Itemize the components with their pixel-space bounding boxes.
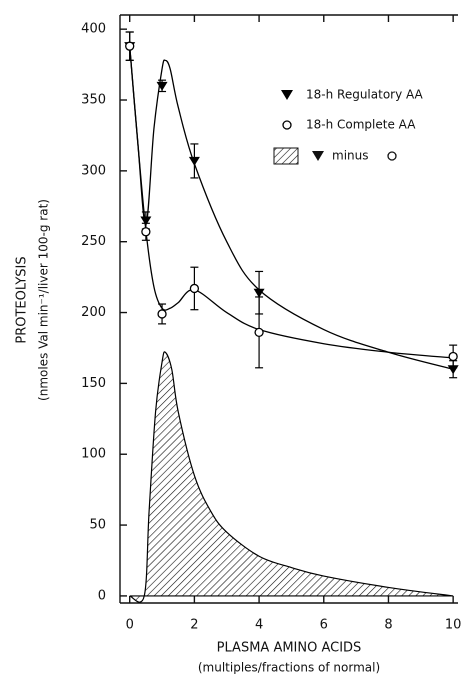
x-tick-label: 10 xyxy=(445,618,462,633)
y-tick-label: 100 xyxy=(81,447,106,462)
x-tick-label: 6 xyxy=(320,618,328,633)
legend-symbol xyxy=(282,120,292,130)
point xyxy=(188,156,200,166)
x-tick-label: 0 xyxy=(126,618,134,633)
y-tick-label: 200 xyxy=(81,305,106,320)
y-tick-label: 250 xyxy=(81,234,106,249)
x-tick-label: 8 xyxy=(384,618,392,633)
legend-symbol xyxy=(281,90,293,100)
y-tick-label: 400 xyxy=(81,22,106,37)
legend-label: 18-h Complete AA xyxy=(306,118,416,132)
legend-symbol xyxy=(387,151,397,161)
y-tick-label: 300 xyxy=(81,163,106,178)
legend-label: 18-h Regulatory AA xyxy=(306,88,424,102)
y-tick-label: 350 xyxy=(81,93,106,108)
y-tick-label: 50 xyxy=(89,518,106,533)
legend-symbol xyxy=(312,151,324,161)
fit-curve xyxy=(129,46,454,359)
y-label: (nmoles Val min⁻¹/liver 100-g rat) xyxy=(37,199,51,401)
difference-area xyxy=(129,351,454,603)
y-label: PROTEOLYSIS xyxy=(15,256,30,343)
x-label: (multiples/fractions of normal) xyxy=(198,661,380,675)
point xyxy=(157,309,167,319)
point xyxy=(254,327,264,338)
x-tick-label: 4 xyxy=(255,618,263,633)
legend-hatch xyxy=(273,147,299,165)
x-label: PLASMA AMINO ACIDS xyxy=(217,641,362,656)
x-tick-label: 2 xyxy=(190,618,198,633)
point xyxy=(189,283,200,294)
y-tick-label: 0 xyxy=(98,588,106,603)
point xyxy=(140,216,152,226)
y-tick-label: 150 xyxy=(81,376,106,391)
point xyxy=(156,81,168,91)
point xyxy=(448,351,458,362)
point xyxy=(141,227,151,237)
point xyxy=(253,288,265,298)
point xyxy=(125,41,135,51)
legend-label: minus xyxy=(332,149,369,163)
